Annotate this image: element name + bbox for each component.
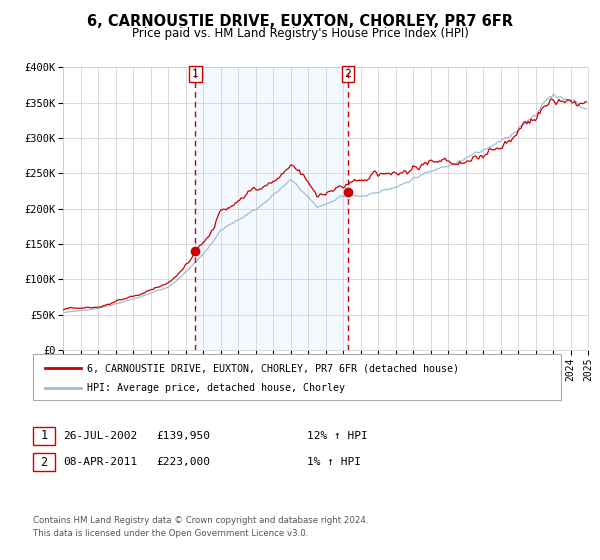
Text: 6, CARNOUSTIE DRIVE, EUXTON, CHORLEY, PR7 6FR (detached house): 6, CARNOUSTIE DRIVE, EUXTON, CHORLEY, PR… — [87, 363, 459, 374]
Text: HPI: Average price, detached house, Chorley: HPI: Average price, detached house, Chor… — [87, 382, 345, 393]
Text: Price paid vs. HM Land Registry's House Price Index (HPI): Price paid vs. HM Land Registry's House … — [131, 27, 469, 40]
Text: 1: 1 — [40, 429, 47, 442]
Text: 12% ↑ HPI: 12% ↑ HPI — [307, 431, 367, 441]
Text: 6, CARNOUSTIE DRIVE, EUXTON, CHORLEY, PR7 6FR: 6, CARNOUSTIE DRIVE, EUXTON, CHORLEY, PR… — [87, 14, 513, 29]
Text: 2: 2 — [40, 455, 47, 469]
Text: 2: 2 — [344, 69, 351, 80]
Text: £139,950: £139,950 — [157, 431, 211, 441]
Text: 26-JUL-2002: 26-JUL-2002 — [64, 431, 138, 441]
Text: 1% ↑ HPI: 1% ↑ HPI — [307, 457, 361, 467]
Text: 1: 1 — [192, 69, 199, 80]
Bar — [196, 67, 348, 350]
Text: £223,000: £223,000 — [157, 457, 211, 467]
Text: This data is licensed under the Open Government Licence v3.0.: This data is licensed under the Open Gov… — [33, 529, 308, 538]
Text: Contains HM Land Registry data © Crown copyright and database right 2024.: Contains HM Land Registry data © Crown c… — [33, 516, 368, 525]
Text: 08-APR-2011: 08-APR-2011 — [64, 457, 138, 467]
